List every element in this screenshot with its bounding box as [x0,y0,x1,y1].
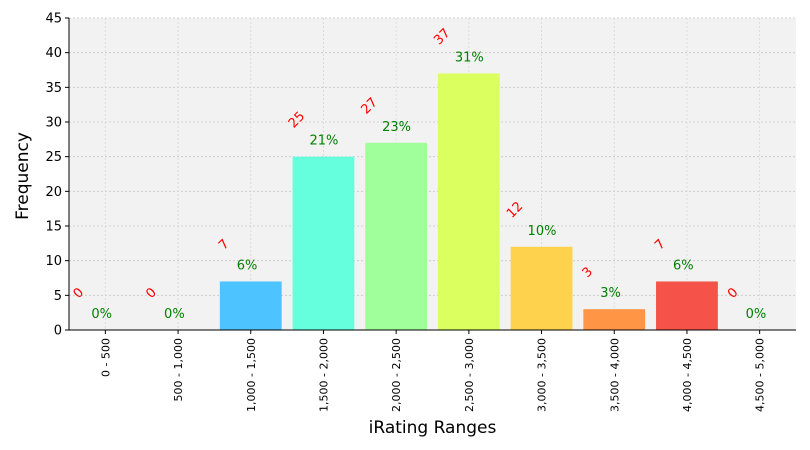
y-axis-label: Frequency [13,132,33,220]
plot-area-background [69,18,796,330]
y-tick-label: 40 [45,46,62,61]
bar [219,281,282,330]
x-axis-label: iRating Ranges [369,418,497,438]
y-tick-label: 20 [45,185,62,200]
x-tick-label: 2,000 - 2,500 [390,338,403,412]
x-tick-label: 4,500 - 5,000 [754,338,767,412]
x-tick-label: 1,500 - 2,000 [317,338,330,412]
x-tick-label: 1,000 - 1,500 [245,338,258,412]
x-tick-label: 3,500 - 4,000 [608,338,621,412]
y-tick-label: 0 [54,324,62,339]
bar [583,309,646,330]
bar [437,73,500,330]
x-tick-label: 2,500 - 3,000 [463,338,476,412]
bar [656,281,718,330]
percent-label: 6% [673,258,694,273]
percent-label: 0% [91,307,112,322]
percent-label: 0% [746,307,767,322]
percent-label: 3% [600,286,621,301]
y-tick-label: 5 [54,289,62,304]
y-tick-label: 35 [45,81,62,96]
percent-label: 21% [309,134,338,149]
percent-label: 0% [164,307,185,322]
percent-label: 31% [455,50,484,65]
x-tick-label: 0 - 500 [99,338,112,377]
percent-label: 6% [237,258,258,273]
y-tick-label: 45 [45,12,62,27]
axes: 0 5 10 15 20 25 30 35 40 45 0 - 500 500 - 1,000 1,00… [45,12,796,412]
x-tick-label: 3,000 - 3,500 [536,338,549,412]
percent-label: 10% [528,224,557,239]
y-tick-label: 10 [45,254,62,269]
x-tick-label: 500 - 1,000 [172,338,185,401]
bars [219,73,718,330]
percent-label: 23% [382,120,411,135]
bar [510,246,573,330]
bar [365,142,428,330]
y-tick-label: 25 [45,150,62,165]
y-tick-label: 15 [45,220,62,235]
x-tick-label: 4,000 - 4,500 [681,338,694,412]
y-tick-label: 30 [45,116,62,131]
bar [292,156,355,330]
